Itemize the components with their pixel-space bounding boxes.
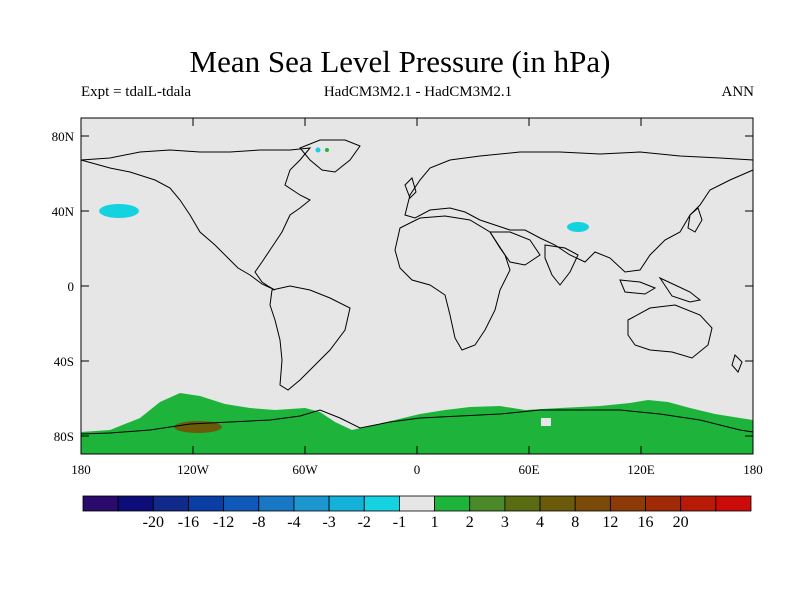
colorbar-swatch [188, 495, 225, 512]
antarctic-anomaly-area [81, 393, 753, 454]
colorbar-swatch [434, 495, 471, 512]
colorbar-swatch [469, 495, 506, 512]
colorbar-swatch [645, 495, 682, 512]
north-pacific-negative-anomaly [99, 204, 139, 218]
x-tick-label: 120E [627, 462, 655, 477]
y-tick-label: 40N [52, 204, 75, 219]
greenland-positive-dot [325, 148, 329, 152]
x-tick-label: 120W [177, 462, 210, 477]
map-panel [80, 117, 754, 455]
anomaly-gap [541, 418, 551, 426]
colorbar-swatch [539, 495, 576, 512]
x-tick-label: 0 [414, 462, 421, 477]
coastlines [80, 139, 754, 435]
colorbar-label: 1 [431, 514, 439, 531]
season-label: ANN [721, 84, 755, 100]
colorbar-swatch [399, 495, 435, 512]
colorbar-swatch [152, 495, 189, 512]
x-tick-labels: 180 120W 60W 0 60E 120E 180 [71, 462, 763, 477]
colorbar-label: 16 [638, 514, 654, 531]
colorbar-swatch [82, 495, 119, 512]
colorbar-swatch [117, 495, 154, 512]
colorbar-swatch [574, 495, 611, 512]
x-tick-label: 60W [292, 462, 318, 477]
colorbar-label: -1 [393, 514, 406, 531]
colorbar-label: -12 [213, 514, 234, 531]
map-title: Mean Sea Level Pressure (in hPa) [189, 44, 611, 79]
colorbar-label: -8 [252, 514, 265, 531]
colorbar-swatch [223, 495, 260, 512]
colorbar [82, 495, 752, 512]
antarctic-strong-anomaly [174, 421, 222, 433]
colorbar-swatch [258, 495, 295, 512]
colorbar-label: 2 [466, 514, 474, 531]
colorbar-label: -2 [358, 514, 371, 531]
tibet-negative-anomaly [567, 222, 589, 232]
tick-marks [80, 118, 754, 454]
colorbar-swatch [504, 495, 541, 512]
colorbar-label: -3 [322, 514, 335, 531]
x-tick-label: 60E [519, 462, 540, 477]
experiment-label: Expt = tdalL-tdala [81, 84, 192, 100]
y-tick-label: 80N [52, 129, 75, 144]
colorbar-labels: -20 -16 -12 -8 -4 -3 -2 -1 1 2 3 4 8 12 16 20 [143, 514, 689, 531]
y-tick-labels: 80N 40N 0 40S 80S [52, 129, 75, 444]
colorbar-label: 12 [602, 514, 618, 531]
colorbar-label: -20 [143, 514, 164, 531]
model-label: HadCM3M2.1 - HadCM3M2.1 [323, 84, 513, 100]
colorbar-label: 3 [501, 514, 509, 531]
colorbar-label: 8 [571, 514, 579, 531]
colorbar-swatch [715, 495, 752, 512]
greenland-negative-dot [315, 147, 321, 153]
colorbar-swatch [328, 495, 365, 512]
colorbar-swatch [609, 495, 646, 512]
colorbar-label: -16 [178, 514, 199, 531]
colorbar-swatch [680, 495, 717, 512]
colorbar-label: 20 [673, 514, 689, 531]
y-tick-label: 80S [54, 429, 74, 444]
y-tick-label: 0 [68, 279, 75, 294]
colorbar-label: -4 [287, 514, 300, 531]
x-tick-label: 180 [743, 462, 763, 477]
x-tick-label: 180 [71, 462, 91, 477]
colorbar-swatch [363, 495, 400, 512]
colorbar-label: 4 [536, 514, 544, 531]
colorbar-swatch [293, 495, 330, 512]
y-tick-label: 40S [54, 354, 74, 369]
